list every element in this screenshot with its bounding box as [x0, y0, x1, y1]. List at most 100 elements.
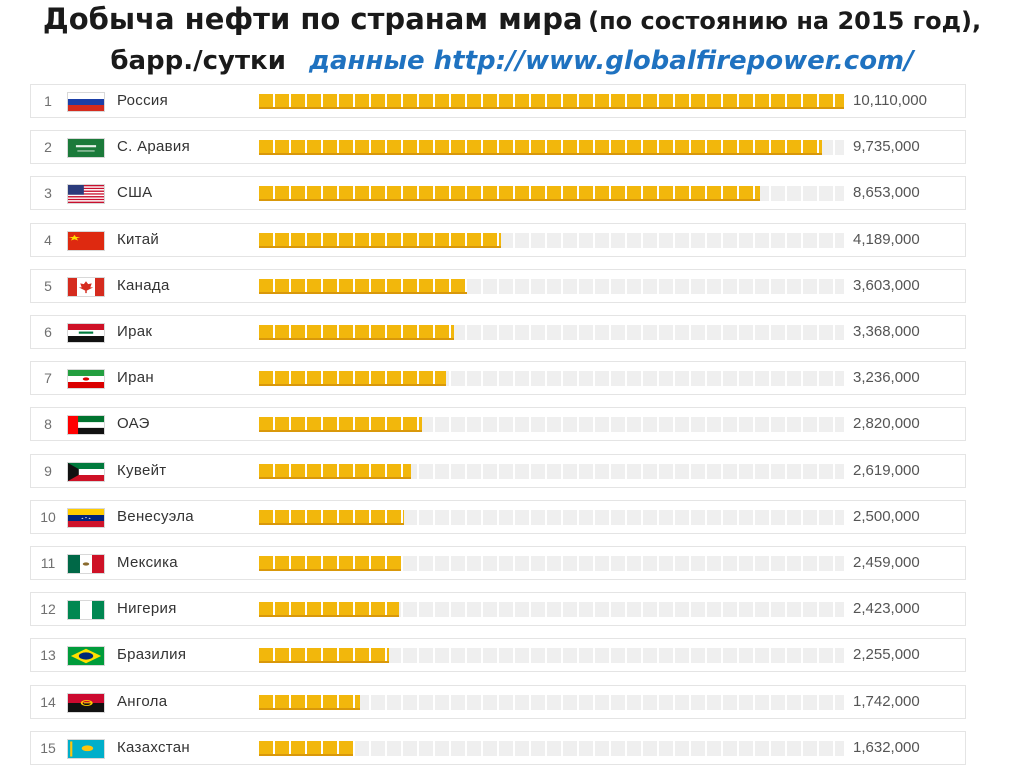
- rank-label: 6: [44, 324, 52, 340]
- br-flag-icon: [67, 646, 105, 667]
- bar: [259, 278, 467, 294]
- country-label: Ангола: [117, 692, 168, 710]
- bar: [259, 186, 760, 202]
- rank-label: 10: [40, 508, 56, 525]
- value-label: 3,236,000: [853, 369, 920, 387]
- value-label: 10,110,000: [853, 92, 927, 109]
- rank-label: 11: [40, 555, 56, 571]
- bar: [259, 232, 501, 248]
- value-label: 2,255,000: [853, 646, 920, 664]
- bar-track: [259, 232, 844, 248]
- chart-row: 4 Китай 4,189,000: [30, 222, 966, 257]
- bar: [259, 463, 411, 479]
- ng-flag-icon: [67, 600, 105, 621]
- rank-label: 12: [40, 601, 56, 618]
- bar: [259, 694, 360, 710]
- value-label: 1,632,000: [853, 738, 920, 756]
- iq-flag-icon: [67, 323, 105, 343]
- mx-flag-icon: [67, 554, 105, 574]
- country-label: Иран: [117, 369, 154, 387]
- ve-flag-icon: [67, 507, 105, 528]
- country-label: Нигерия: [117, 600, 177, 618]
- bar: [259, 740, 353, 756]
- bar-track: [259, 417, 844, 433]
- kz-flag-icon: [67, 738, 105, 759]
- ao-flag-icon: [67, 692, 105, 713]
- country-label: Мексика: [117, 554, 178, 571]
- rank-label: 5: [44, 277, 52, 294]
- value-label: 3,368,000: [853, 323, 920, 340]
- source-link[interactable]: данные http://www.globalfirepower.com/: [308, 46, 914, 76]
- value-label: 2,423,000: [853, 600, 920, 618]
- value-label: 2,820,000: [853, 415, 920, 433]
- country-label: С. Аравия: [117, 138, 191, 156]
- country-label: Китай: [117, 230, 160, 248]
- bar-track: [259, 371, 844, 387]
- chart-title-note: (по состоянию на 2015 год),: [588, 7, 982, 35]
- bar-track: [259, 94, 844, 109]
- country-label: ОАЭ: [117, 415, 150, 433]
- chart-row: 15 Казахстан 1,632,000: [30, 730, 966, 765]
- bar: [259, 509, 404, 525]
- country-label: Ирак: [117, 323, 153, 340]
- rank-label: 9: [44, 462, 52, 479]
- country-label: Бразилия: [117, 646, 187, 664]
- ru-flag-icon: [67, 92, 105, 112]
- country-label: Канада: [117, 276, 170, 294]
- chart-row: 2 С. Аравия 9,735,000: [30, 130, 966, 165]
- rank-label: 1: [44, 93, 52, 109]
- kw-flag-icon: [67, 461, 105, 482]
- chart-row: 6 Ирак 3,368,000: [30, 315, 966, 349]
- chart-row: 8 ОАЭ 2,820,000: [30, 407, 966, 442]
- value-label: 9,735,000: [853, 138, 920, 156]
- country-label: Кувейт: [117, 461, 167, 479]
- bar: [259, 371, 446, 387]
- bar: [259, 140, 822, 156]
- ir-flag-icon: [67, 369, 105, 390]
- chart-row: 10 Венесуэла 2,500,000: [30, 499, 966, 534]
- chart-row: 9 Кувейт 2,619,000: [30, 453, 966, 488]
- value-label: 3,603,000: [853, 276, 920, 294]
- bar: [259, 94, 844, 109]
- ca-flag-icon: [67, 276, 105, 297]
- cn-flag-icon: [67, 230, 105, 251]
- bar-track: [259, 648, 844, 664]
- chart-row: 1 Россия 10,110,000: [30, 84, 966, 118]
- chart-title: Добыча нефти по странам мира (по состоян…: [0, 2, 1024, 36]
- rank-label: 2: [44, 139, 52, 156]
- rank-label: 15: [40, 739, 56, 756]
- bar-track: [259, 463, 844, 479]
- chart-title-main: Добыча нефти по странам мира: [42, 2, 583, 36]
- bar-track: [259, 602, 844, 618]
- bar: [259, 325, 454, 340]
- value-label: 2,619,000: [853, 461, 920, 479]
- rank-label: 3: [44, 185, 52, 202]
- bar-track: [259, 556, 844, 571]
- us-flag-icon: [67, 184, 105, 205]
- value-label: 8,653,000: [853, 184, 920, 202]
- bar: [259, 556, 401, 571]
- rank-label: 4: [44, 231, 52, 248]
- bar-track: [259, 186, 844, 202]
- value-label: 1,742,000: [853, 692, 920, 710]
- value-label: 2,459,000: [853, 554, 920, 571]
- value-label: 2,500,000: [853, 507, 920, 525]
- rank-label: 13: [40, 647, 56, 664]
- bar-track: [259, 325, 844, 340]
- bar-track: [259, 740, 844, 756]
- chart-row: 13 Бразилия 2,255,000: [30, 638, 966, 673]
- sa-flag-icon: [67, 138, 105, 159]
- bar: [259, 648, 389, 664]
- chart-subtitle: барр./сутки данные http://www.globalfire…: [0, 46, 1024, 76]
- bar-track: [259, 694, 844, 710]
- rank-label: 14: [40, 693, 56, 710]
- bar: [259, 602, 399, 618]
- value-label: 4,189,000: [853, 230, 920, 248]
- country-label: Россия: [117, 92, 168, 109]
- chart-row: 12 Нигерия 2,423,000: [30, 592, 966, 627]
- bar-track: [259, 278, 844, 294]
- country-label: Казахстан: [117, 738, 190, 756]
- chart-row: 14 Ангола 1,742,000: [30, 684, 966, 719]
- bar-track: [259, 509, 844, 525]
- rank-label: 7: [44, 370, 52, 387]
